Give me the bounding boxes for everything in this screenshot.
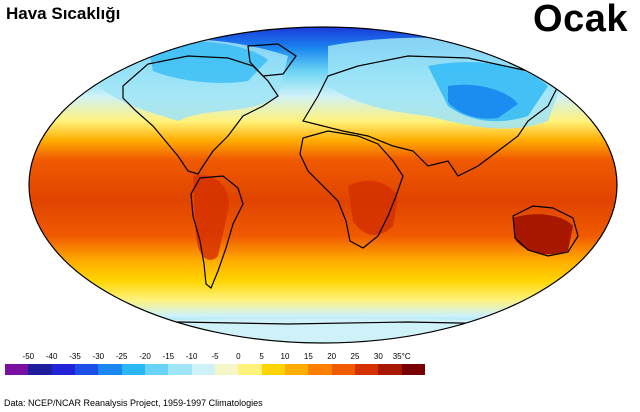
legend-tick-label: 5 bbox=[259, 352, 264, 361]
legend-swatch bbox=[214, 364, 239, 375]
legend-tick-label: 35°C bbox=[392, 352, 411, 361]
legend-swatch bbox=[261, 364, 285, 375]
legend-swatch bbox=[144, 364, 169, 375]
legend-swatch bbox=[238, 364, 262, 375]
legend-swatch bbox=[401, 364, 425, 375]
legend-tick-label: -50 bbox=[22, 352, 35, 361]
legend-tick-label: 25 bbox=[350, 352, 360, 361]
legend-tick-label: 10 bbox=[280, 352, 290, 361]
south-america-outline bbox=[190, 175, 244, 289]
legend-tick-label: -35 bbox=[69, 352, 81, 361]
legend-swatch bbox=[284, 364, 309, 375]
legend-tick-label: 20 bbox=[327, 352, 337, 361]
legend-swatch bbox=[308, 364, 332, 375]
legend-swatch bbox=[51, 364, 75, 375]
legend-tick-label: 15 bbox=[303, 352, 313, 361]
legend-tick-label: -20 bbox=[139, 352, 151, 361]
north-america-outline bbox=[122, 55, 279, 175]
legend-swatch bbox=[354, 364, 379, 375]
south-america-hot-region bbox=[193, 175, 229, 260]
world-temperature-map bbox=[28, 26, 618, 344]
legend-swatch bbox=[168, 364, 192, 375]
legend-tick-label: 30 bbox=[373, 352, 383, 361]
legend-tick-label: -25 bbox=[115, 352, 128, 361]
legend-swatch bbox=[28, 364, 52, 375]
australia-outline bbox=[512, 205, 579, 257]
legend-tick-label: -10 bbox=[185, 352, 198, 361]
legend-tick-label: 0 bbox=[236, 352, 241, 361]
legend-swatch bbox=[74, 364, 99, 375]
greenland-outline bbox=[247, 43, 297, 77]
month-label: Ocak bbox=[533, 0, 628, 40]
legend-color-bar bbox=[5, 364, 425, 375]
data-credit: Data: NCEP/NCAR Reanalysis Project, 1959… bbox=[4, 398, 263, 408]
australia-hot-region bbox=[513, 214, 573, 255]
eurasia-outline bbox=[302, 55, 559, 177]
legend-tick-labels: -50 -40 -35 -30 -25 -20 -15 -10 -5 0 5 10 15 20 25 30 35… bbox=[0, 352, 640, 364]
legend-swatch bbox=[331, 364, 355, 375]
legend-tick-label: -15 bbox=[162, 352, 175, 361]
temperature-legend: -50 -40 -35 -30 -25 -20 -15 -10 -5 0 5 10 15 20 25 30 35… bbox=[0, 348, 640, 384]
legend-tick-label: -40 bbox=[45, 352, 58, 361]
map-frame bbox=[28, 26, 618, 344]
legend-swatch bbox=[121, 364, 145, 375]
africa-outline bbox=[299, 130, 404, 249]
antarctica-cold-region bbox=[29, 318, 617, 343]
legend-tick-label: -5 bbox=[211, 352, 219, 361]
legend-swatch bbox=[378, 364, 402, 375]
legend-swatch bbox=[5, 364, 29, 375]
legend-tick-label: -30 bbox=[92, 352, 105, 361]
legend-swatch bbox=[98, 364, 122, 375]
map-title: Hava Sıcaklığı bbox=[6, 4, 121, 23]
legend-swatch bbox=[191, 364, 215, 375]
